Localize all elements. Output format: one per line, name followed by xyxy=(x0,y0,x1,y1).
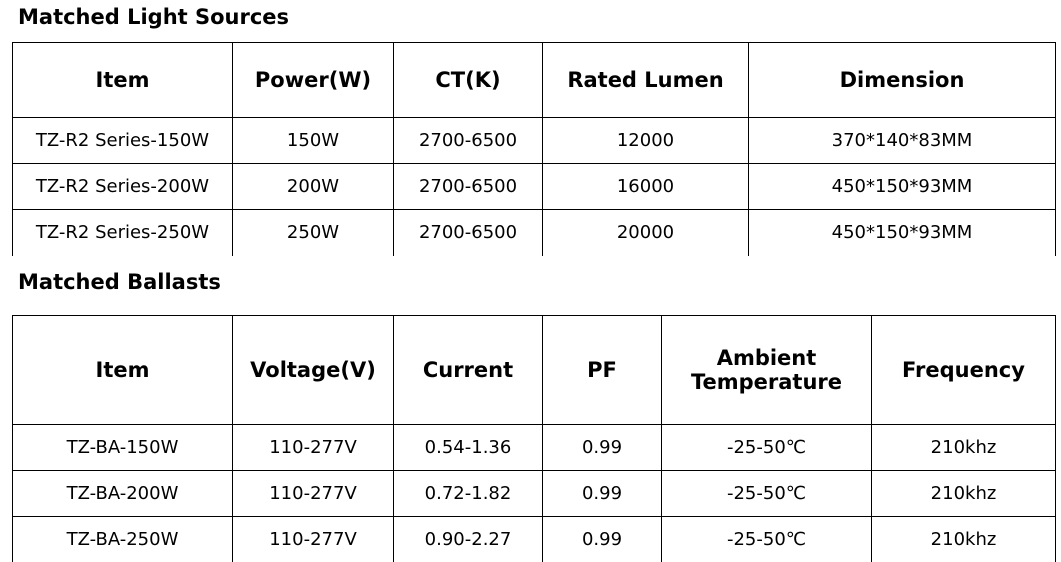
cell: 110-277V xyxy=(232,470,394,517)
header-cell: Rated Lumen xyxy=(542,42,749,118)
table-row: TZ-R2 Series-200W 200W 2700-6500 16000 450*1… xyxy=(12,163,1056,210)
cell: 450*150*93MM xyxy=(748,209,1056,256)
header-cell: Item xyxy=(12,42,233,118)
table-row: TZ-BA-250W 110-277V 0.90-2.27 0.99 -25-50℃ 21… xyxy=(12,516,1056,562)
table-row: TZ-R2 Series-150W 150W 2700-6500 12000 370*1… xyxy=(12,117,1056,164)
cell: 210khz xyxy=(871,470,1056,517)
header-cell: PF xyxy=(542,315,662,425)
cell: 16000 xyxy=(542,163,749,210)
table-row: TZ-BA-150W 110-277V 0.54-1.36 0.99 -25-50℃ 21… xyxy=(12,424,1056,471)
header-cell: Item xyxy=(12,315,233,425)
cell: 450*150*93MM xyxy=(748,163,1056,210)
cell: TZ-R2 Series-200W xyxy=(12,163,233,210)
section-title: Matched Ballasts xyxy=(18,270,221,294)
section-title: Matched Light Sources xyxy=(18,5,290,29)
header-cell: Current xyxy=(393,315,543,425)
cell: 150W xyxy=(232,117,394,164)
cell: 0.54-1.36 xyxy=(393,424,543,471)
data-table: Item Voltage(V) Current PF Ambient Temperatu… xyxy=(12,315,1056,562)
cell: TZ-R2 Series-250W xyxy=(12,209,233,256)
cell: 0.99 xyxy=(542,470,662,517)
cell: 250W xyxy=(232,209,394,256)
cell: 2700-6500 xyxy=(393,163,543,210)
cell: 210khz xyxy=(871,516,1056,562)
cell: 0.72-1.82 xyxy=(393,470,543,517)
table-row: TZ-R2 Series-250W 250W 2700-6500 20000 450*1… xyxy=(12,209,1056,256)
cell: 110-277V xyxy=(232,424,394,471)
header-cell: Dimension xyxy=(748,42,1056,118)
cell: -25-50℃ xyxy=(661,424,872,471)
cell: 0.99 xyxy=(542,516,662,562)
data-table: Item Power(W) CT(K) Rated Lumen Dimension TZ-… xyxy=(12,42,1056,256)
cell: 2700-6500 xyxy=(393,209,543,256)
cell: 0.99 xyxy=(542,424,662,471)
cell: 110-277V xyxy=(232,516,394,562)
cell: 2700-6500 xyxy=(393,117,543,164)
cell: TZ-BA-200W xyxy=(12,470,233,517)
header-cell: Power(W) xyxy=(232,42,394,118)
header-cell: Voltage(V) xyxy=(232,315,394,425)
cell: -25-50℃ xyxy=(661,470,872,517)
header-row: Item Power(W) CT(K) Rated Lumen Dimension xyxy=(12,42,1056,118)
cell: 210khz xyxy=(871,424,1056,471)
cell: -25-50℃ xyxy=(661,516,872,562)
cell: 200W xyxy=(232,163,394,210)
header-cell: Frequency xyxy=(871,315,1056,425)
cell: 370*140*83MM xyxy=(748,117,1056,164)
cell: 12000 xyxy=(542,117,749,164)
cell: 0.90-2.27 xyxy=(393,516,543,562)
header-cell: CT(K) xyxy=(393,42,543,118)
table-row: TZ-BA-200W 110-277V 0.72-1.82 0.99 -25-50℃ 21… xyxy=(12,470,1056,517)
cell: TZ-R2 Series-150W xyxy=(12,117,233,164)
header-row: Item Voltage(V) Current PF Ambient Temperatu… xyxy=(12,315,1056,425)
cell: TZ-BA-150W xyxy=(12,424,233,471)
header-cell: Ambient Temperature xyxy=(661,315,872,425)
cell: 20000 xyxy=(542,209,749,256)
cell: TZ-BA-250W xyxy=(12,516,233,562)
